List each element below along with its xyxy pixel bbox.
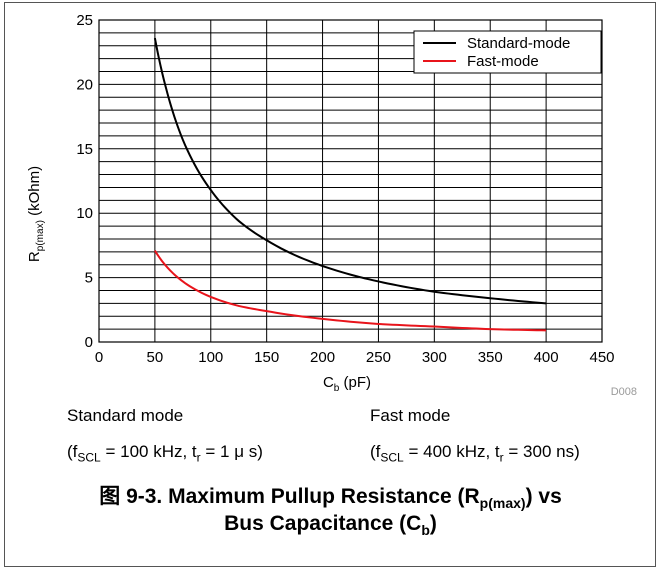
- legend-label-standard: Standard-mode: [467, 35, 570, 52]
- y-tick-label: 25: [76, 12, 93, 29]
- figure-id-watermark: D008: [611, 386, 637, 398]
- chart-grid: [98, 19, 603, 343]
- figure-frame: [4, 2, 656, 567]
- legend-box: [413, 30, 602, 74]
- x-tick-label: 150: [254, 349, 279, 366]
- y-axis-label: Rp(max) (kOhm): [26, 166, 46, 262]
- x-tick-label: 50: [147, 349, 164, 366]
- y-tick-label: 15: [76, 141, 93, 158]
- y-tick-label: 10: [76, 205, 93, 222]
- x-tick-label: 300: [422, 349, 447, 366]
- x-tick-label: 350: [478, 349, 503, 366]
- x-tick-label: 400: [534, 349, 559, 366]
- chart: 0 50 100 150 200 250 300 350 400 450 0 5 10 15 20 25 Cb…: [26, 12, 637, 398]
- fast-mode-conditions: (fSCL = 400 kHz, tr = 300 ns): [370, 442, 580, 465]
- x-tick-label: 450: [589, 349, 614, 366]
- y-tick-label: 0: [85, 334, 93, 351]
- x-tick-label: 100: [198, 349, 223, 366]
- figure-title-line2: Bus Capacitance (Cb): [224, 512, 437, 539]
- legend-label-fast: Fast-mode: [467, 53, 539, 70]
- standard-mode-heading: Standard mode: [67, 406, 184, 425]
- x-axis-label: Cb (pF): [323, 374, 371, 394]
- plot-area-border: [98, 19, 603, 343]
- x-tick-label: 0: [95, 349, 103, 366]
- y-tick-label: 20: [76, 76, 93, 93]
- series-line-standard-mode: [153, 37, 547, 305]
- fast-mode-heading: Fast mode: [370, 406, 451, 425]
- x-tick-label: 250: [366, 349, 391, 366]
- series-line-fast-mode: [154, 250, 547, 332]
- figure-title-line1: 图 9-3. Maximum Pullup Resistance (Rp(max…: [99, 485, 562, 512]
- legend: Standard-mode Fast-mode: [413, 30, 602, 74]
- chart-tick-labels: 0 50 100 150 200 250 300 350 400 450 0 5 10 15 20 25: [76, 12, 614, 366]
- x-tick-label: 200: [310, 349, 335, 366]
- y-tick-label: 5: [85, 270, 93, 287]
- standard-mode-conditions: (fSCL = 100 kHz, tr = 1 μ s): [67, 442, 263, 465]
- chart-series-layer: [153, 37, 547, 332]
